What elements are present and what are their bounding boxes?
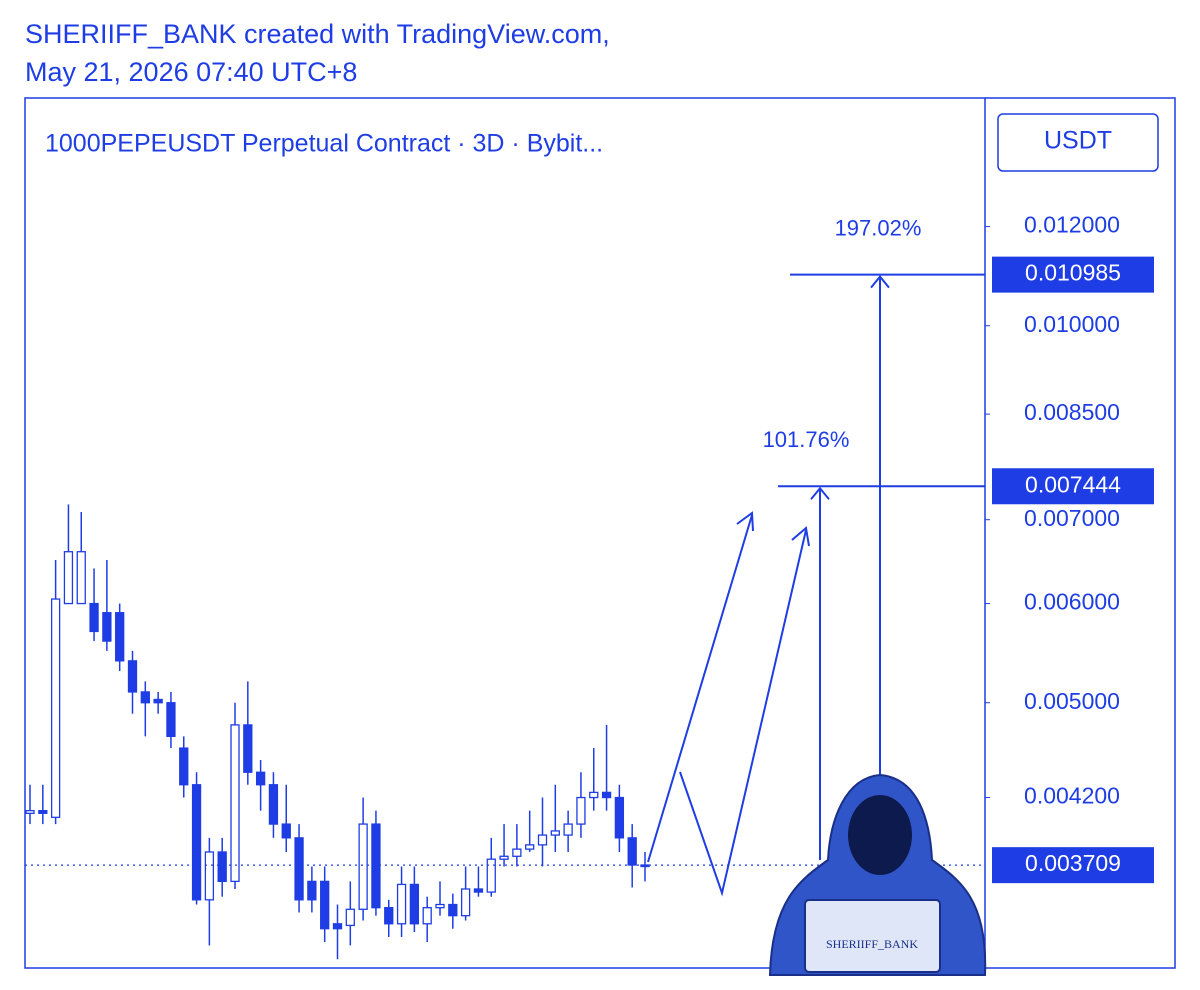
candle-body [320,880,330,930]
candle-body [614,796,625,839]
projection-line [647,514,753,863]
candle-body [358,823,368,910]
projection-drawing [647,511,810,897]
plot: 0.012000 0.010000 0.008500 0.007000 0.006000… [25,212,1154,960]
candle-body [525,844,535,850]
face-shadow [848,795,912,875]
y-tick-label: 0.006000 [1024,589,1120,615]
price-label-box [992,468,1154,505]
candle-body [409,883,420,925]
arrow-head [736,511,754,532]
arrow-head [791,526,810,547]
candle-body [115,612,125,662]
candle-body [50,598,61,818]
candle-body [601,791,612,799]
candle-body [204,851,215,901]
candle-body [537,834,548,846]
candle-body [294,837,304,901]
candle-body [589,791,599,799]
candle-body [435,903,445,909]
chart-frame [24,97,1176,969]
candle-body [332,923,343,930]
candle-body [448,903,458,917]
y-tick-label: 0.007000 [1024,505,1120,531]
price-label-box [992,256,1154,293]
projection-line [679,529,807,897]
candle-body [460,888,471,917]
price-label-box [992,847,1154,884]
candle-body [38,810,48,814]
candle-body [550,830,560,836]
candle-body [627,837,637,866]
candle-body [473,888,484,893]
candle-body [166,702,176,738]
candle-body [179,747,189,786]
candle-body [217,851,227,883]
candle-body [422,907,432,925]
candle-body [384,907,394,925]
candle-body [63,551,74,605]
y-tick-label: 0.010000 [1024,311,1120,337]
candle-body [243,724,253,773]
percent-label: 101.76% [763,427,850,452]
price-label: 0.010985 [1025,260,1121,286]
price-label: 0.007444 [1025,471,1121,497]
arrow-head [810,486,830,500]
laptop [804,899,941,973]
chart-title: 1000PEPEUSDT Perpetual Contract · 3D · B… [45,130,603,158]
currency-label: USDT [1044,127,1112,155]
candle-body [191,784,202,901]
y-tick-label: 0.008500 [1024,399,1120,425]
currency-button[interactable] [997,113,1159,172]
candle-body [127,660,138,693]
arrow-head [870,275,890,289]
candle-body [102,612,112,642]
candle-body [25,810,35,814]
candle-body [153,698,163,704]
candle-body [140,691,150,704]
header-line: May 21, 2026 07:40 UTC+8 [25,57,357,87]
y-tick-label: 0.004200 [1024,783,1120,809]
candle-body [345,908,355,927]
candle-body [281,823,291,839]
candle-body [255,771,266,786]
laptop-label: SHERIIFF_BANK [826,937,918,951]
candle-body [486,858,496,893]
price-label: 0.003709 [1025,850,1121,876]
percent-label: 197.02% [835,215,922,240]
candle-body [499,855,509,860]
candle-body [512,848,522,857]
y-tick-label: 0.005000 [1024,688,1120,714]
candle-body [371,823,381,909]
y-tick-label: 0.012000 [1024,212,1120,238]
candle-body [396,883,407,925]
candle-body [230,724,240,883]
candle-body [268,784,279,825]
header-line: SHERIIFF_BANK created with TradingView.c… [25,19,610,49]
hacker-illustration: SHERIIFF_BANK [768,773,987,976]
candle-body [307,880,317,901]
candle-body [89,602,99,633]
candle-body [576,796,586,825]
candle-body [563,823,573,836]
candle-body [76,551,86,605]
